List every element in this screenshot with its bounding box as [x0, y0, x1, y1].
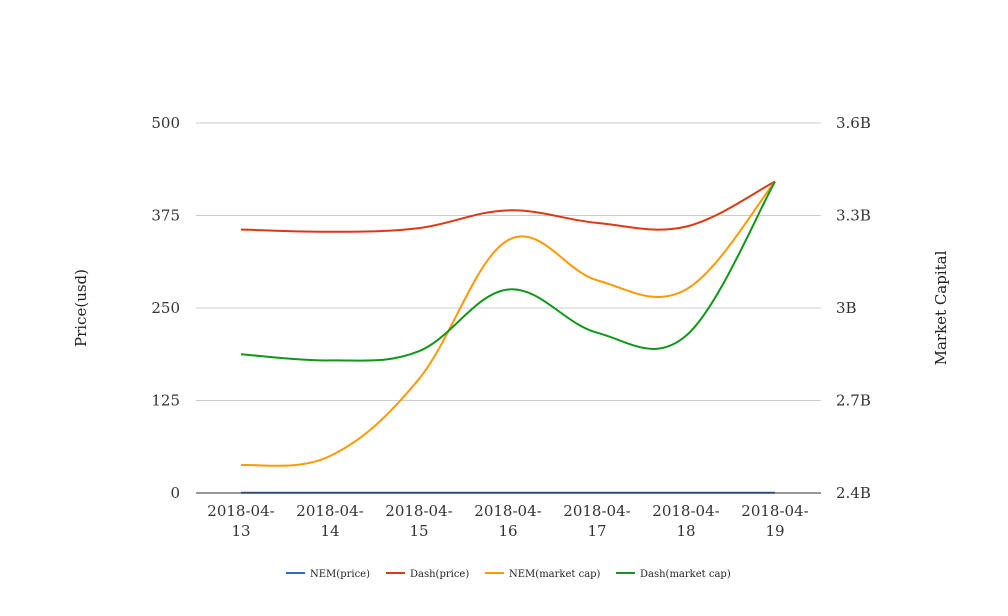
legend-item-nem-price[interactable]: NEM(price) — [286, 569, 370, 580]
legend[interactable]: NEM(price) Dash(price) NEM(market cap) Dash… — [286, 569, 731, 580]
left-tick-label: 0 — [170, 484, 180, 502]
x-tick-label: 2018-04-19 — [741, 502, 808, 540]
legend-label: Dash(market cap) — [640, 569, 731, 580]
legend-label: NEM(price) — [310, 569, 370, 580]
right-axis-ticks: 2.4B 2.7B 3B 3.3B 3.6B — [836, 114, 871, 502]
right-tick-label: 3B — [836, 299, 857, 317]
left-axis-ticks: 0 125 250 375 500 — [151, 114, 180, 502]
x-tick-label: 2018-04-14 — [296, 502, 363, 540]
x-axis-ticks: 2018-04-13 2018-04-14 2018-04-15 2018-04-16… — [207, 502, 808, 540]
left-tick-label: 250 — [151, 299, 180, 317]
left-axis-title: Price(usd) — [72, 269, 90, 347]
legend-item-dash-market-cap[interactable]: Dash(market cap) — [616, 569, 731, 580]
series-line-dash-market-cap — [240, 181, 776, 362]
x-tick-label: 2018-04-16 — [474, 502, 541, 540]
right-tick-label: 3.3B — [836, 207, 871, 225]
legend-label: Dash(price) — [410, 569, 469, 580]
series-line-dash-price — [240, 180, 776, 233]
right-tick-label: 2.4B — [836, 484, 871, 502]
series-lines — [240, 180, 776, 494]
left-tick-label: 125 — [151, 392, 180, 410]
x-tick-label: 2018-04-15 — [385, 502, 452, 540]
series-line-nem-market-cap — [240, 180, 776, 467]
gridlines — [196, 122, 821, 401]
legend-item-dash-price[interactable]: Dash(price) — [386, 569, 469, 580]
right-tick-label: 2.7B — [836, 392, 871, 410]
x-tick-label: 2018-04-18 — [652, 502, 719, 540]
right-tick-label: 3.6B — [836, 114, 871, 132]
right-axis-title: Market Capital — [932, 250, 950, 365]
x-tick-label: 2018-04-17 — [563, 502, 630, 540]
left-tick-label: 500 — [151, 114, 180, 132]
x-tick-label: 2018-04-13 — [207, 502, 274, 540]
legend-label: NEM(market cap) — [509, 569, 601, 580]
legend-item-nem-market-cap[interactable]: NEM(market cap) — [485, 569, 601, 580]
left-tick-label: 375 — [151, 207, 180, 225]
